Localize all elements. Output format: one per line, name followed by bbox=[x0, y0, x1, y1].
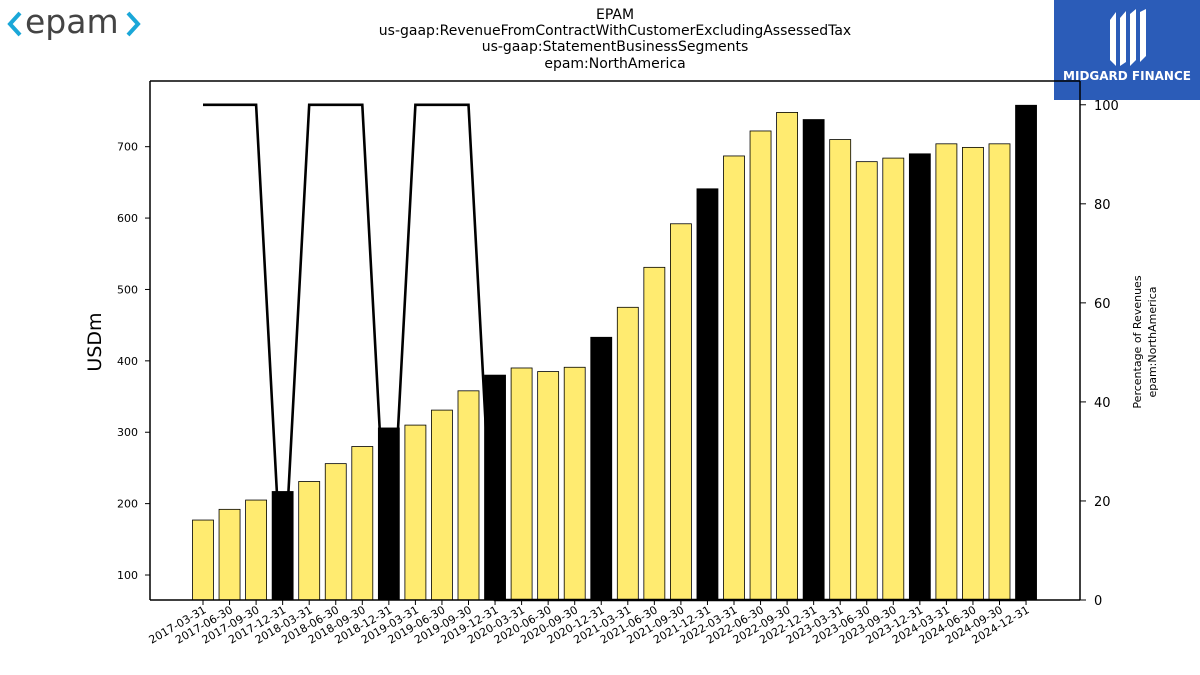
bar-2019-06-30 bbox=[431, 409, 453, 601]
bar-2024-12-31 bbox=[1015, 104, 1037, 601]
svg-text:epam: epam bbox=[25, 2, 119, 41]
bar-2021-12-31 bbox=[696, 188, 719, 601]
y-tick-label: 300 bbox=[117, 426, 138, 439]
y-tick-label: 700 bbox=[117, 141, 138, 154]
y2-tick-label: 40 bbox=[1094, 396, 1111, 411]
chart-title-line-4: epam:NorthAmerica bbox=[544, 56, 686, 72]
bar-2022-09-30 bbox=[776, 112, 798, 601]
y-tick-label: 400 bbox=[117, 355, 138, 368]
bar-2017-06-30 bbox=[218, 508, 241, 601]
y-tick-label: 500 bbox=[117, 283, 138, 296]
bar-2024-03-31 bbox=[935, 143, 958, 601]
y2-axis-label-line-1: Percentage of Revenues bbox=[1131, 275, 1144, 408]
midgard-emblem-icon bbox=[1110, 9, 1146, 66]
chart-title-line-2: us-gaap:RevenueFromContractWithCustomerE… bbox=[378, 23, 852, 39]
y2-tick-label: 20 bbox=[1094, 495, 1111, 510]
bar-2024-06-30 bbox=[962, 146, 984, 601]
bar-2018-09-30 bbox=[351, 446, 374, 601]
bar-2019-12-31 bbox=[484, 374, 506, 601]
y2-tick-label: 80 bbox=[1094, 198, 1111, 213]
midgard-finance-logo: MIDGARD FINANCE bbox=[1054, 0, 1200, 100]
bar-2018-03-31 bbox=[298, 481, 321, 601]
y2-tick-label: 0 bbox=[1094, 594, 1102, 609]
bar-2024-09-30 bbox=[988, 143, 1011, 601]
epam-logo: epam bbox=[7, 2, 141, 41]
bar-2021-09-30 bbox=[670, 223, 692, 601]
bar-2021-03-31 bbox=[616, 306, 639, 601]
y2-tick-label: 100 bbox=[1094, 99, 1119, 114]
bar-2021-06-30 bbox=[643, 266, 666, 601]
bar-2020-03-31 bbox=[510, 367, 533, 601]
y2-tick-label: 60 bbox=[1094, 297, 1111, 312]
bar-2017-03-31 bbox=[192, 519, 214, 601]
bar-2020-12-31 bbox=[590, 336, 613, 601]
bar-2023-09-30 bbox=[882, 157, 905, 601]
bar-2023-03-31 bbox=[829, 139, 852, 601]
bar-2018-06-30 bbox=[324, 463, 347, 601]
bar-2022-12-31 bbox=[802, 119, 825, 601]
bar-2022-06-30 bbox=[749, 130, 772, 601]
bar-2019-09-30 bbox=[457, 390, 480, 601]
bar-2023-12-31 bbox=[908, 153, 931, 601]
bar-2019-03-31 bbox=[404, 424, 427, 601]
bar-2017-09-30 bbox=[245, 499, 268, 601]
y-tick-label: 600 bbox=[117, 212, 138, 225]
chart-title-line-1: EPAM bbox=[595, 7, 635, 23]
y-tick-label: 200 bbox=[117, 498, 138, 511]
bar-2020-09-30 bbox=[563, 366, 586, 601]
bar-2022-03-31 bbox=[723, 155, 745, 601]
bar-2023-06-30 bbox=[855, 161, 878, 601]
chart-title-line-3: us-gaap:StatementBusinessSegments bbox=[481, 39, 749, 55]
midgard-brand-text: MIDGARD FINANCE bbox=[1063, 69, 1191, 83]
bar-2020-06-30 bbox=[537, 371, 560, 601]
y-axis-label: USDm bbox=[84, 312, 106, 371]
y2-axis-label-line-2: epam:NorthAmerica bbox=[1146, 286, 1159, 397]
y-tick-label: 100 bbox=[117, 569, 138, 582]
